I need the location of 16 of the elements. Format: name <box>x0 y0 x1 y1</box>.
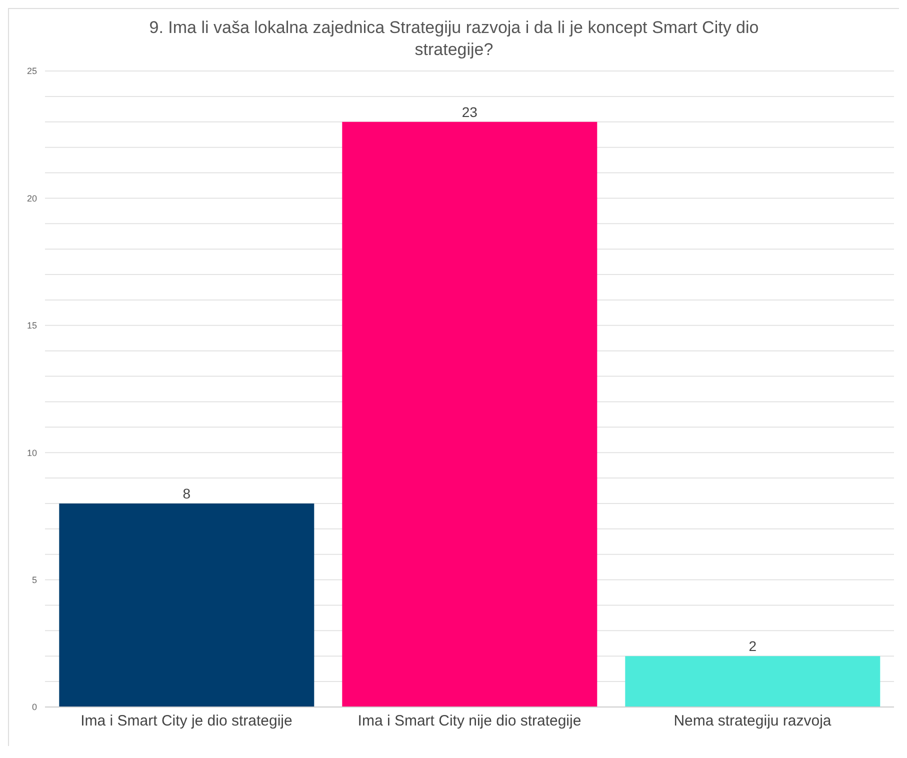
bar <box>625 656 880 707</box>
chart-title: 9. Ima li vaša lokalna zajednica Strategiju razvoja i da li je koncept Smart City dio strategije? <box>148 17 760 61</box>
bar <box>342 122 598 707</box>
x-tick-label: Ima i Smart City nije dio strategije <box>358 712 582 730</box>
y-tick-label: 0 <box>32 702 37 712</box>
y-tick-label: 15 <box>26 320 37 331</box>
data-label: 8 <box>182 485 191 502</box>
bar <box>59 503 314 707</box>
x-tick-label: Ima i Smart City je dio strategije <box>80 712 292 730</box>
y-tick-label: 5 <box>32 574 37 585</box>
y-tick-label: 10 <box>26 448 37 458</box>
x-tick-label: Nema strategiju razvoja <box>674 712 832 730</box>
data-label: 2 <box>748 638 757 654</box>
y-tick-label: 20 <box>26 193 37 204</box>
y-tick-label: 25 <box>26 66 37 76</box>
data-label: 23 <box>462 104 478 120</box>
